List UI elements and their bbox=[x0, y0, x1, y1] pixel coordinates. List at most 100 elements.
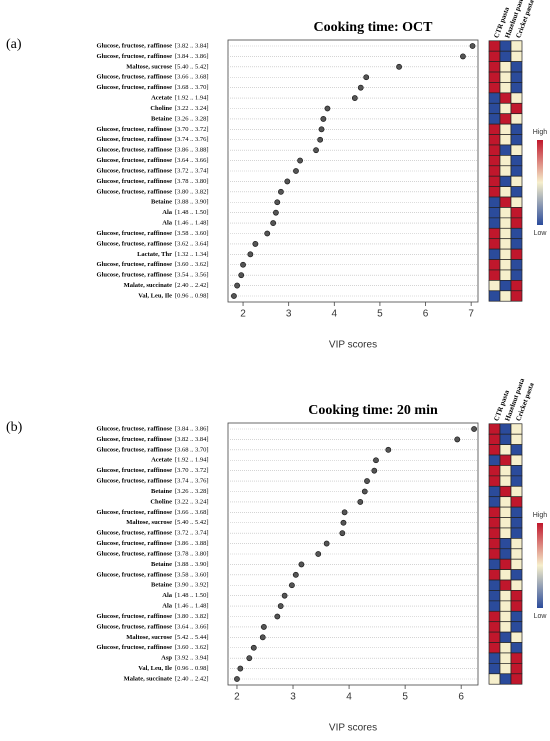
row-range: [3.84 .. 3.86] bbox=[175, 53, 209, 60]
dot bbox=[246, 655, 253, 662]
row-label: Choline bbox=[150, 105, 172, 112]
heatmap-cell bbox=[510, 610, 523, 623]
dot bbox=[351, 95, 358, 101]
x-tick-label: 2 bbox=[240, 309, 246, 320]
heatmap-cell bbox=[488, 496, 501, 508]
row-range: [1.92 .. 1.94] bbox=[175, 457, 209, 464]
row-range: [1.32 .. 1.34] bbox=[175, 251, 209, 258]
heatmap-cell bbox=[499, 465, 512, 477]
row-label: Glucose, fructose, raffinose bbox=[97, 42, 173, 49]
row-label: Glucose, fructose, raffinose bbox=[97, 550, 173, 557]
heatmap-cell bbox=[488, 227, 501, 240]
row-label: Glucose, fructose, raffinose bbox=[97, 147, 173, 154]
row-range: [1.48 .. 1.50] bbox=[175, 209, 209, 216]
panel-label: (a) bbox=[6, 37, 22, 52]
row-label: Glucose, fructose, raffinose bbox=[97, 74, 173, 81]
heatmap-cell bbox=[488, 590, 501, 602]
dot bbox=[361, 488, 368, 495]
heatmap-cell bbox=[488, 642, 501, 654]
heatmap-cell bbox=[488, 558, 501, 570]
dot bbox=[293, 168, 299, 174]
colorbar-label: High bbox=[533, 129, 548, 136]
x-tick-label: 5 bbox=[377, 309, 383, 320]
heatmap-cell bbox=[488, 506, 501, 518]
row-range: [2.40 .. 2.42] bbox=[175, 675, 209, 682]
row-range: [3.74 .. 3.76] bbox=[175, 136, 209, 143]
colorbar bbox=[537, 523, 543, 608]
heatmap-cell bbox=[499, 558, 512, 570]
heatmap-cell bbox=[499, 538, 512, 550]
heatmap-cell bbox=[499, 134, 512, 146]
colorbar-label: Low bbox=[534, 230, 548, 237]
heatmap-cell bbox=[510, 652, 523, 664]
heatmap-cell bbox=[510, 165, 523, 177]
row-range: [0.96 .. 0.98] bbox=[175, 665, 209, 672]
row-label: Maltose, sucrose bbox=[126, 634, 172, 641]
dot bbox=[341, 509, 348, 516]
row-label: Glucose, fructose, raffinose bbox=[97, 230, 173, 237]
colorbar-label: High bbox=[533, 512, 548, 519]
row-label: Malate, succinate bbox=[124, 675, 172, 682]
x-axis-label: VIP scores bbox=[329, 723, 377, 734]
row-label: Betaine bbox=[151, 488, 172, 495]
dot bbox=[281, 592, 288, 599]
heatmap-cell bbox=[510, 290, 523, 302]
dot bbox=[320, 116, 327, 122]
dot bbox=[284, 178, 291, 185]
row-range: [3.88 .. 3.90] bbox=[175, 561, 209, 568]
heatmap-cell bbox=[488, 123, 501, 135]
heatmap-cell bbox=[488, 269, 501, 281]
heatmap-cell bbox=[499, 144, 512, 156]
row-label: Maltose, sucrose bbox=[126, 519, 172, 526]
row-range: [3.26 .. 3.28] bbox=[175, 488, 209, 495]
row-label: Betaine bbox=[151, 115, 172, 122]
heatmap-cell bbox=[510, 269, 523, 281]
row-label: Glucose, fructose, raffinose bbox=[97, 84, 173, 91]
dot bbox=[357, 84, 364, 91]
heatmap-cell bbox=[510, 506, 523, 518]
row-range: [3.22 .. 3.24] bbox=[175, 498, 209, 505]
dot bbox=[357, 499, 364, 505]
row-label: Maltose, sucrose bbox=[126, 63, 172, 70]
dot bbox=[274, 199, 281, 206]
heatmap-cell bbox=[499, 590, 512, 602]
heatmap-cell bbox=[488, 165, 501, 177]
heatmap-cell bbox=[499, 40, 512, 52]
heatmap-cell bbox=[510, 259, 523, 271]
heatmap-cell bbox=[499, 496, 512, 508]
heatmap-cell bbox=[488, 92, 501, 104]
heatmap-cell bbox=[510, 465, 523, 477]
row-label: Glucose, fructose, raffinose bbox=[97, 478, 173, 485]
heatmap-cell bbox=[499, 71, 512, 83]
heatmap-cell bbox=[499, 610, 512, 623]
row-range: [3.66 .. 3.68] bbox=[175, 74, 209, 81]
row-range: [3.78 .. 3.80] bbox=[175, 178, 209, 185]
row-label: Asp bbox=[161, 655, 172, 662]
heatmap-cell bbox=[499, 673, 512, 685]
row-label: Ala bbox=[162, 209, 173, 216]
heatmap-cell bbox=[488, 280, 501, 292]
heatmap-cell bbox=[488, 71, 501, 83]
heatmap-cell bbox=[488, 610, 501, 623]
heatmap-cell bbox=[499, 155, 512, 167]
heatmap-cell bbox=[510, 82, 523, 94]
row-label: Glucose, fructose, raffinose bbox=[97, 126, 173, 133]
dot bbox=[247, 251, 254, 258]
heatmap-cell bbox=[499, 579, 512, 591]
heatmap-cell bbox=[499, 280, 512, 292]
heatmap-cell bbox=[510, 50, 523, 62]
heatmap-cell bbox=[499, 652, 512, 664]
row-range: [3.70 .. 3.72] bbox=[175, 126, 209, 133]
row-label: Glucose, fructose, raffinose bbox=[97, 623, 173, 630]
x-tick-label: 5 bbox=[402, 692, 408, 703]
heatmap-cell bbox=[499, 50, 512, 62]
x-tick-label: 6 bbox=[423, 309, 429, 320]
row-label: Ala bbox=[162, 592, 173, 599]
heatmap-cell bbox=[488, 196, 501, 208]
x-tick-label: 4 bbox=[332, 309, 338, 320]
x-tick-label: 6 bbox=[458, 692, 464, 703]
dot bbox=[323, 540, 330, 547]
heatmap-cell bbox=[499, 113, 512, 125]
x-tick-label: 3 bbox=[290, 692, 296, 703]
heatmap-cell bbox=[488, 663, 501, 675]
